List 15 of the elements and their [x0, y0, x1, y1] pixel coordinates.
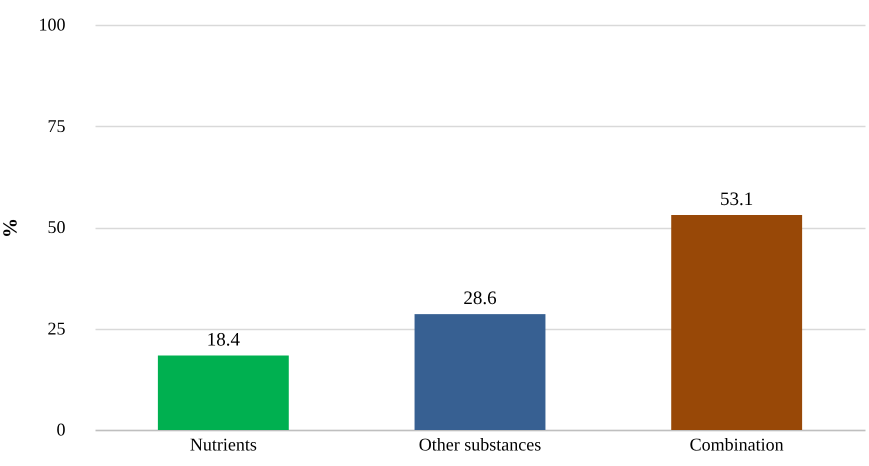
x-tick-label: Combination [690, 434, 784, 454]
y-axis-title: % [0, 218, 22, 238]
data-label: 53.1 [720, 188, 754, 210]
bar [158, 355, 289, 430]
y-tick-label: 25 [48, 318, 66, 338]
data-label: 18.4 [206, 329, 240, 350]
data-label: 28.6 [463, 288, 497, 310]
bar [414, 314, 546, 430]
y-tick-label: 50 [48, 217, 66, 237]
y-tick-label: 0 [56, 420, 66, 440]
bar [671, 214, 802, 430]
x-tick-label: Nutrients [190, 434, 257, 454]
y-tick-label: 100 [38, 14, 66, 34]
x-tick-label: Other substances [418, 434, 542, 454]
y-tick-label: 75 [48, 116, 66, 136]
